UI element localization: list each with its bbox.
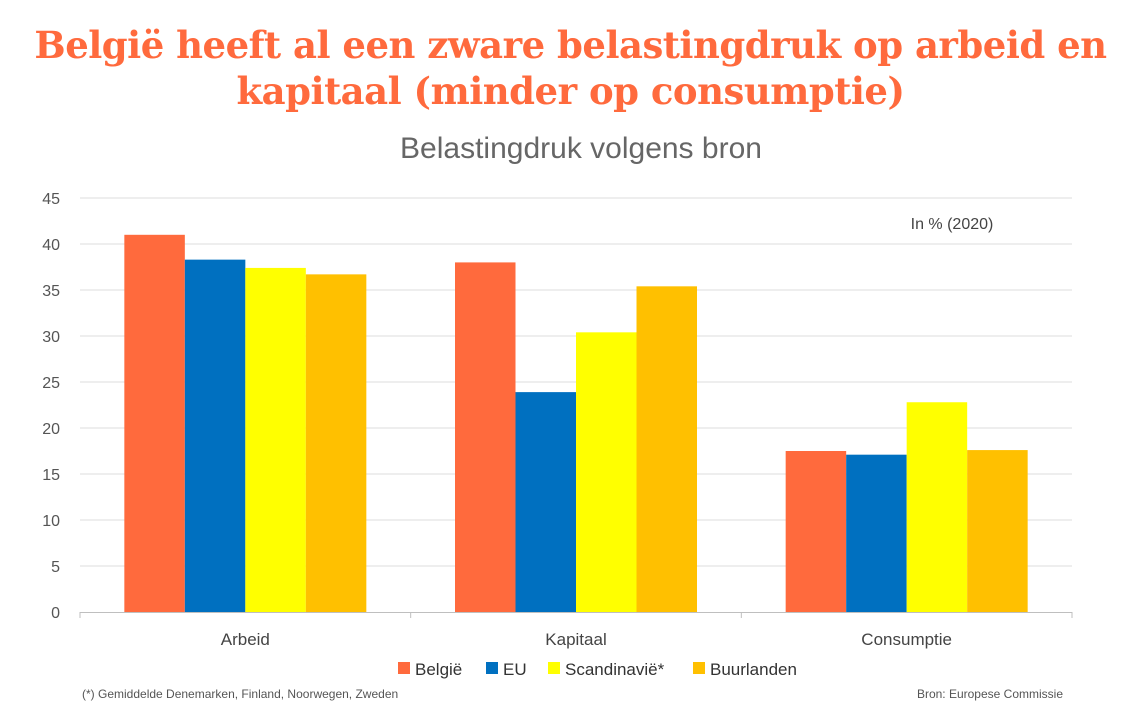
bar-2-2 [515, 392, 576, 612]
y-tick-label: 10 [42, 513, 60, 530]
legend-label: België [415, 660, 462, 679]
bar-1-2 [184, 259, 246, 612]
y-tick-label: 15 [42, 467, 60, 484]
legend-swatch [398, 662, 410, 674]
headline: België heeft al een zware belastingdruk … [0, 22, 1141, 114]
x-category-label: Arbeid [221, 630, 270, 649]
y-axis-ticks: 0 5 10 15 20 25 30 35 40 45 [42, 191, 60, 622]
legend-swatch [693, 662, 705, 674]
y-tick-label: 30 [42, 329, 60, 346]
y-tick-label: 0 [51, 605, 60, 622]
chart-subtitle: Belastingdruk volgens bron [400, 132, 762, 165]
bar-2-3 [576, 332, 637, 612]
y-tick-label: 5 [51, 559, 60, 576]
y-tick-label: 40 [42, 237, 60, 254]
x-category-label: Kapitaal [545, 630, 606, 649]
bar-2-4 [636, 286, 697, 612]
headline-line-1: België heeft al een zware belastingdruk … [34, 23, 1107, 67]
legend-label: EU [503, 660, 527, 679]
source-note: Bron: Europese Commissie [917, 687, 1063, 701]
y-tick-label: 35 [42, 283, 60, 300]
bar-3-1 [785, 451, 847, 612]
footnote: (*) Gemiddelde Denemarken, Finland, Noor… [82, 687, 398, 701]
bar-3-2 [846, 454, 907, 612]
legend: België EU Scandinavië* Buurlanden [398, 660, 797, 679]
chart-annotation: In % (2020) [911, 216, 994, 233]
legend-label: Scandinavië* [565, 660, 665, 679]
y-tick-label: 20 [42, 421, 60, 438]
y-tick-label: 25 [42, 375, 60, 392]
legend-swatch [548, 662, 560, 674]
bar-1-1 [124, 234, 185, 613]
legend-label: Buurlanden [710, 660, 797, 679]
x-axis: Arbeid Kapitaal Consumptie [79, 612, 1073, 649]
bar-3-3 [906, 402, 968, 612]
bars [124, 234, 1028, 613]
bar-1-3 [245, 267, 306, 612]
bar-1-4 [305, 274, 367, 612]
legend-swatch [486, 662, 498, 674]
bar-2-1 [455, 262, 516, 612]
bar-3-4 [967, 450, 1028, 612]
x-category-label: Consumptie [861, 630, 952, 649]
y-tick-label: 45 [42, 191, 60, 208]
headline-line-2: kapitaal (minder op consumptie) [236, 69, 905, 113]
